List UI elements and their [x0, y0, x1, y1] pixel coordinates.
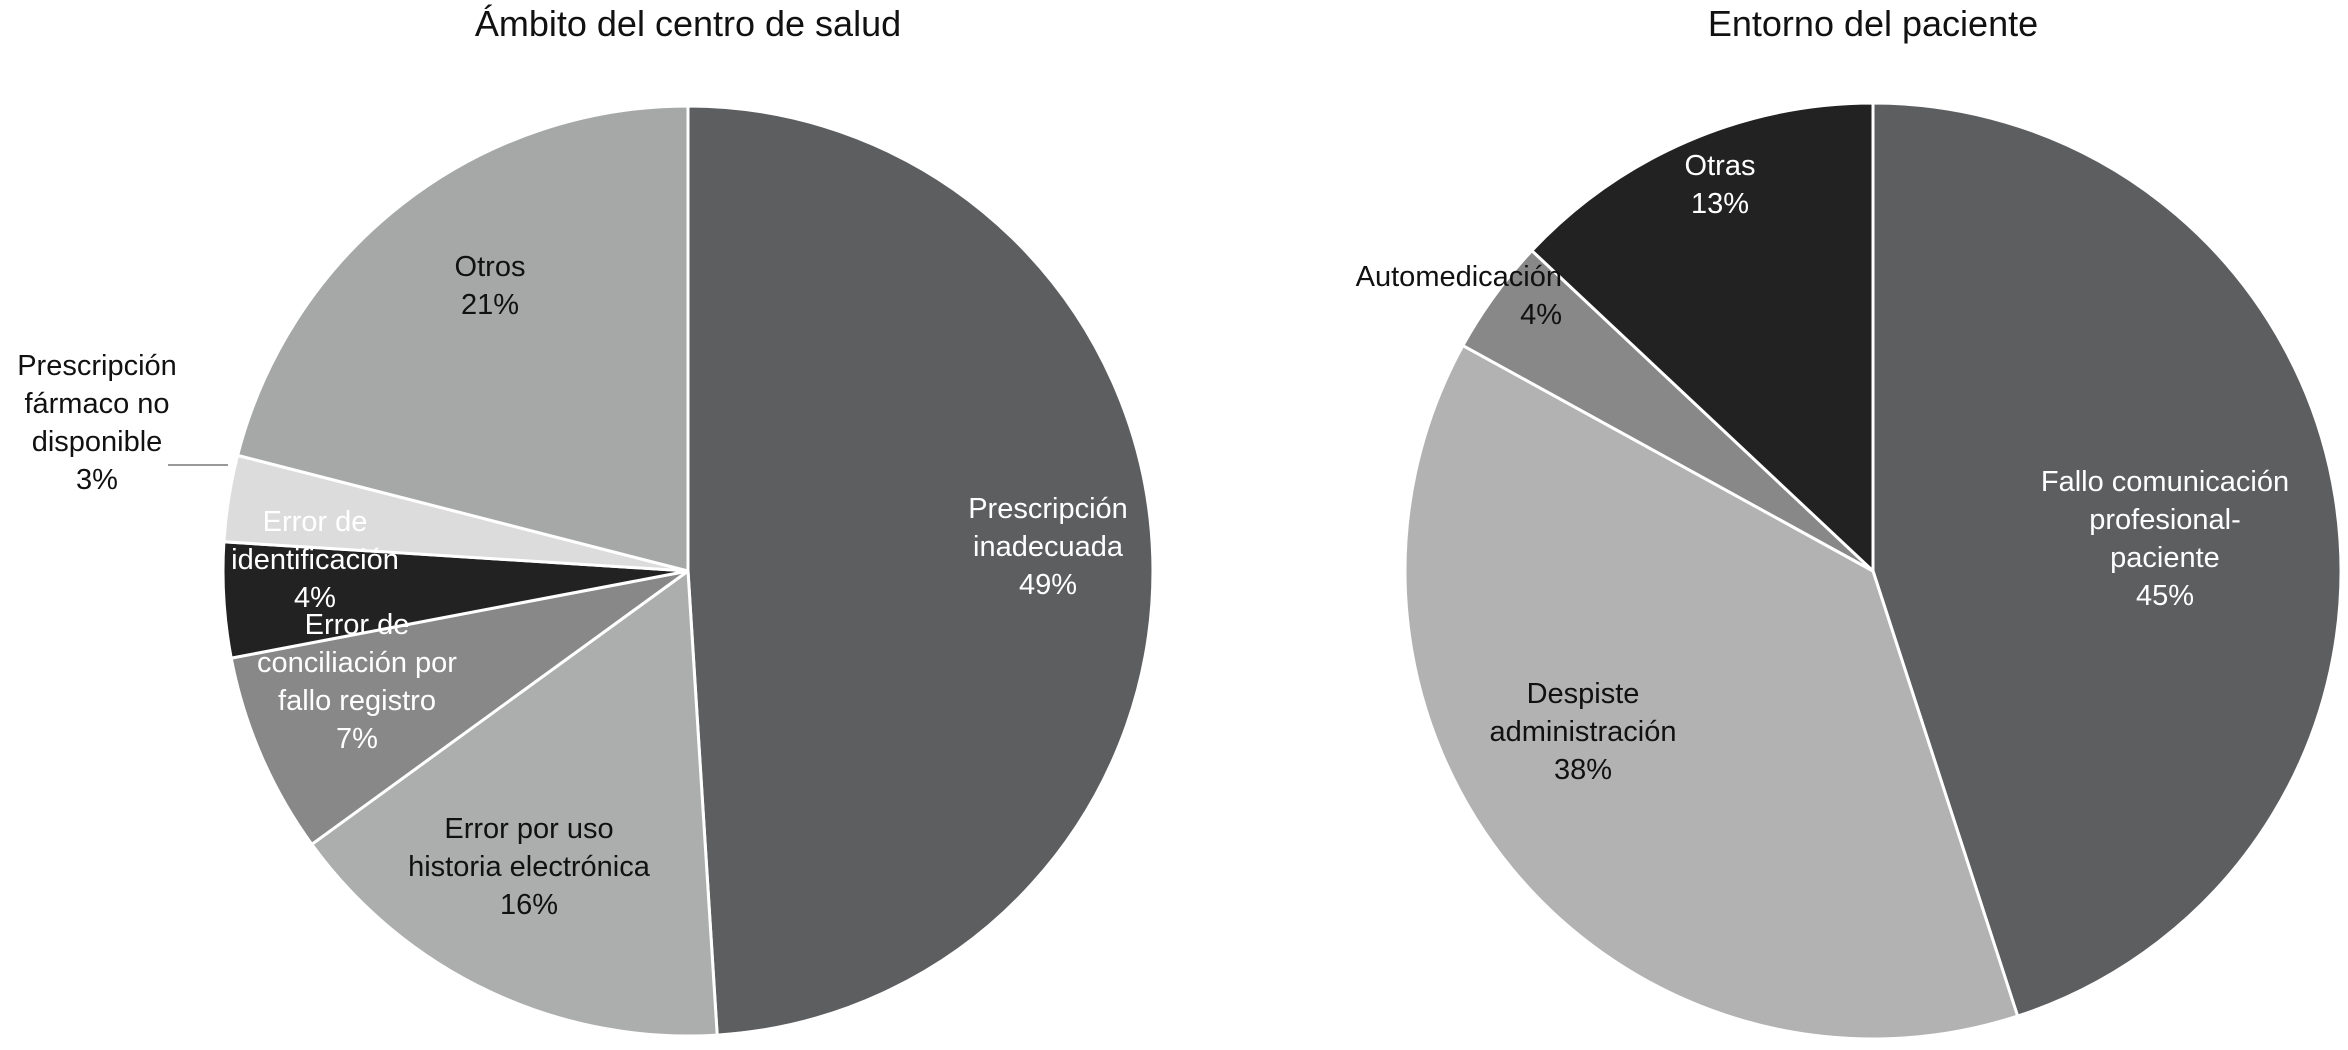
slices-entorno-paciente [1403, 101, 2343, 1041]
slice-label-1-3: Otras 13% [1685, 150, 1756, 220]
labels-centro-salud: Prescripción inadecuada 49% Error por uso hi… [17, 251, 1128, 921]
pie-slice-0-1 [309, 568, 719, 1038]
slice-label-1-2: Automedicación 4% [1356, 261, 1562, 331]
slice-label-0-5: Otros 21% [455, 251, 526, 321]
pie-slice-0-0 [686, 104, 1155, 1037]
pie-chart-centro-salud: Ámbito del centro de salud Prescripción i… [17, 3, 1155, 1038]
chart-title-centro-salud: Ámbito del centro de salud [475, 3, 901, 44]
pie-slice-1-3 [1529, 101, 1875, 575]
slice-label-0-3: Error de identificación 4% [231, 506, 399, 614]
labels-entorno-paciente: Fallo comunicación profesional-paciente 45… [1356, 150, 2289, 786]
slice-label-0-0: Prescripción inadecuada 49% [968, 493, 1128, 601]
pie-chart-entorno-paciente: Entorno del paciente Fallo comunicación p… [1356, 3, 2343, 1041]
pie-slice-0-5 [235, 104, 690, 573]
slice-label-0-2: Error de conciliación por fallo registro 7% [257, 609, 457, 755]
slice-label-0-1: Error por uso historia electrónica 16% [408, 813, 651, 921]
slice-label-0-4: Prescripción fármaco no disponible 3% [17, 350, 177, 496]
slice-label-1-0: Fallo comunicación profesional-paciente 45… [2041, 466, 2289, 612]
pie-slice-1-0 [1871, 101, 2343, 1018]
slices-centro-salud [221, 104, 1155, 1038]
pie-slice-1-1 [1403, 343, 2020, 1041]
pie-slice-0-2 [229, 569, 689, 847]
chart-title-entorno-paciente: Entorno del paciente [1708, 3, 2038, 44]
slice-label-1-1: Despiste administración 38% [1490, 678, 1677, 786]
